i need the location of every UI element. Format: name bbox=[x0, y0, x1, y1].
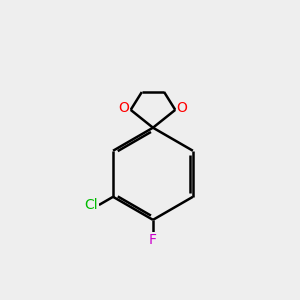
Text: O: O bbox=[176, 101, 187, 116]
Text: F: F bbox=[149, 233, 157, 247]
Text: Cl: Cl bbox=[84, 198, 98, 212]
Text: O: O bbox=[119, 101, 130, 116]
